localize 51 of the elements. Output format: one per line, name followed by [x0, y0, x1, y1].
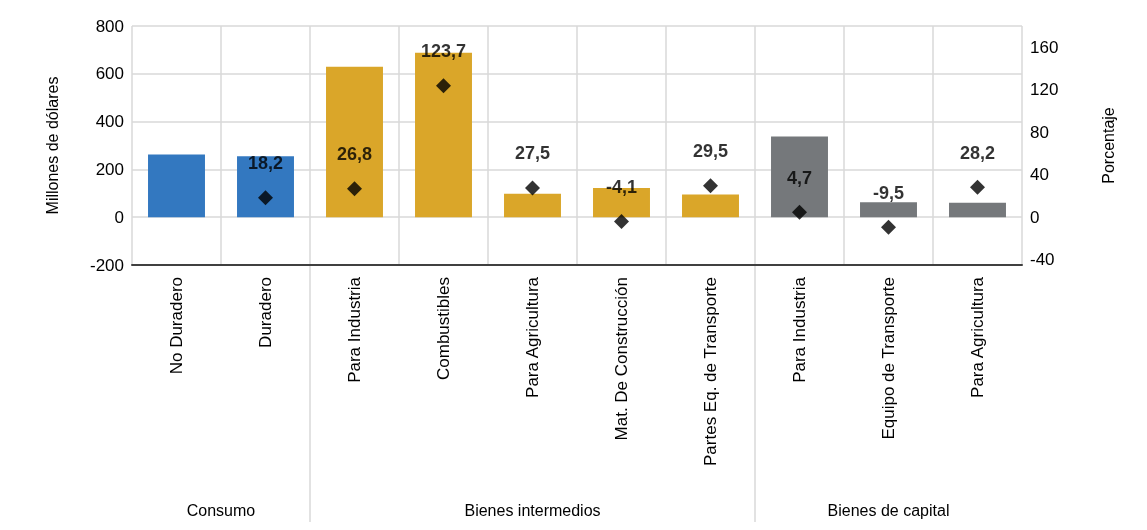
text: Consumo — [186, 501, 256, 519]
bar — [504, 193, 561, 218]
point — [436, 78, 451, 94]
y2-axis-title: Porcentaje — [1099, 107, 1117, 184]
bar — [860, 202, 917, 218]
point — [347, 181, 362, 197]
point — [258, 190, 273, 206]
y2-tick-label: -40 — [1030, 250, 1055, 270]
text: Bienes de capital — [827, 501, 950, 519]
x-tick-label: Partes Eq. de Transporte — [701, 277, 720, 466]
y-tick-label: 200 — [95, 159, 124, 179]
data-label: 29,5 — [692, 141, 729, 162]
y-tick-label: 800 — [95, 16, 124, 36]
x-tick-label: No Duradero — [167, 277, 186, 375]
bar — [237, 156, 294, 218]
y-axis-title: Millones de dólares — [43, 76, 61, 215]
y2-tick-label: 0 — [1030, 207, 1040, 227]
y2-tick-label: 80 — [1030, 122, 1049, 142]
y-tick-label: -200 — [89, 255, 124, 275]
bar — [326, 66, 383, 218]
y-tick-label: 600 — [95, 64, 124, 84]
point — [881, 219, 896, 235]
x-tick-label: Duradero — [256, 277, 275, 348]
data-label: -9,5 — [872, 182, 905, 203]
y2-tick-label: 40 — [1030, 165, 1049, 185]
point — [970, 179, 985, 195]
bar — [771, 136, 828, 218]
data-label: 27,5 — [514, 143, 551, 164]
x-tick-label: Mat. De Construcción — [612, 277, 631, 441]
x-tick-label: Para Industria — [345, 276, 364, 383]
data-label: 4,7 — [786, 167, 813, 188]
y-tick-label: 0 — [114, 207, 124, 227]
x-tick-label: Equipo de Transporte — [879, 277, 898, 440]
x-tick-label: Para Agricultura — [968, 276, 987, 398]
x-tick-label: Para Agricultura — [523, 276, 542, 398]
x-tick-label: Para Industria — [790, 276, 809, 383]
bar — [682, 194, 739, 218]
data-label: 26,8 — [336, 144, 373, 165]
point — [525, 180, 540, 196]
point — [703, 178, 718, 194]
text: Bienes intermedios — [464, 501, 601, 519]
data-label: 18,2 — [247, 153, 284, 174]
x-tick-label: Combustibles — [434, 277, 453, 380]
bar — [148, 154, 205, 218]
y2-tick-label: 160 — [1030, 37, 1059, 57]
point — [614, 214, 629, 230]
bar — [949, 202, 1006, 218]
y-tick-label: 400 — [95, 112, 124, 132]
y2-tick-label: 120 — [1030, 80, 1059, 100]
data-label: 28,2 — [959, 142, 996, 163]
point — [792, 204, 807, 220]
